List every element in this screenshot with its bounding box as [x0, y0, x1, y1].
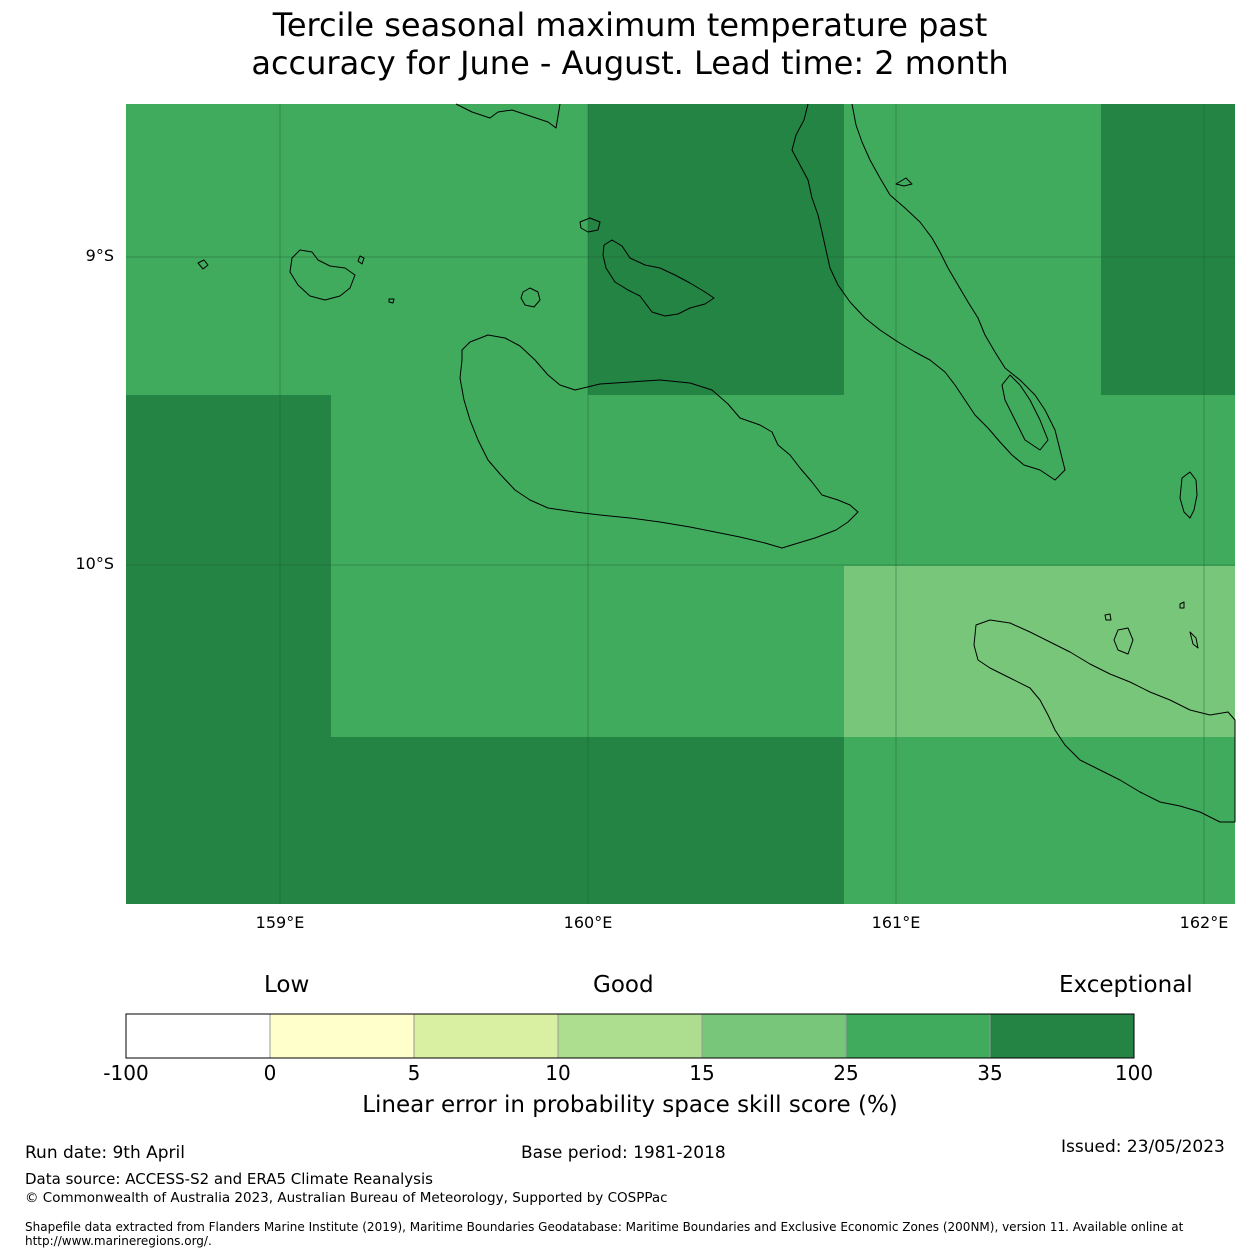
colorbar-segment	[701, 1013, 847, 1059]
lat-label-9s: 9°S	[85, 246, 114, 265]
colorbar-frame	[125, 1013, 1135, 1059]
colorbar-tick: 5	[407, 1061, 421, 1085]
coastline-ulawa	[1179, 471, 1198, 519]
coastline-guadalcanal	[459, 334, 859, 549]
shapefile-credit-line-1: Shapefile data extracted from Flanders M…	[25, 1220, 1184, 1234]
grid-cell	[126, 395, 331, 904]
lon-label-160e: 160°E	[563, 913, 613, 932]
data-source: Data source: ACCESS-S2 and ERA5 Climate …	[25, 1170, 433, 1188]
skill-grid	[126, 104, 1235, 904]
lon-label-159e: 159°E	[255, 913, 305, 932]
coastline-makira-islet	[1113, 627, 1134, 655]
colorbar-tick: 15	[689, 1061, 715, 1085]
coastline-russell	[289, 249, 356, 301]
coastline-nggela	[602, 239, 715, 317]
lat-label-10s: 10°S	[75, 554, 114, 573]
colorbar-segment	[557, 1013, 703, 1059]
colorbar-title: Linear error in probability space skill …	[362, 1092, 898, 1118]
colorbar-tick: 0	[263, 1061, 277, 1085]
shapefile-credit: Shapefile data extracted from Flanders M…	[25, 1220, 1225, 1248]
coastline-savo	[520, 287, 541, 308]
colorbar-tick: -100	[103, 1061, 149, 1085]
colorbar-label-low: Low	[264, 972, 310, 998]
colorbar-segment	[413, 1013, 559, 1059]
coastline-makira-islet-3	[1179, 601, 1185, 609]
colorbar-label-good: Good	[593, 972, 654, 998]
issued-date: Issued: 23/05/2023	[1061, 1137, 1225, 1157]
coastline-malaita-islet	[895, 177, 913, 187]
coastline-makira	[973, 619, 1236, 823]
colorbar-segment	[989, 1013, 1135, 1059]
grid-cell	[844, 737, 1235, 904]
shapefile-credit-line-2: http://www.marineregions.org/.	[25, 1234, 212, 1248]
run-date: Run date: 9th April	[25, 1143, 185, 1163]
colorbar-tick: 35	[977, 1061, 1003, 1085]
colorbar-label-exceptional: Exceptional	[1059, 972, 1193, 998]
colorbar-tick: 100	[1114, 1061, 1154, 1085]
graticule	[126, 104, 1235, 904]
grid-cell	[1101, 104, 1235, 395]
title-line-2: accuracy for June - August. Lead time: 2…	[251, 44, 1009, 82]
coastline-makira-islet-4	[1189, 631, 1199, 649]
colorbar-tick: 10	[545, 1061, 571, 1085]
grid-cell	[588, 104, 844, 395]
coastline-russell-islet	[197, 259, 209, 270]
colorbar	[125, 1013, 1135, 1059]
coastlines	[197, 103, 1236, 823]
colorbar-segment	[269, 1013, 415, 1059]
coastline-makira-islet-2	[1104, 613, 1112, 621]
lon-label-161e: 161°E	[871, 913, 921, 932]
grid-cell	[844, 566, 1235, 737]
coastline-russell-islet-3	[388, 298, 395, 304]
base-period: Base period: 1981-2018	[521, 1143, 726, 1163]
grid-cell	[126, 104, 588, 395]
grid-cell	[331, 395, 1235, 566]
title-line-1: Tercile seasonal maximum temperature pas…	[272, 6, 988, 44]
lon-label-162e: 162°E	[1179, 913, 1229, 932]
grid-cell	[331, 566, 844, 737]
coastline-nggela-north	[579, 217, 601, 233]
copyright: © Commonwealth of Australia 2023, Austra…	[25, 1190, 668, 1206]
coastline-malaita	[791, 103, 1066, 481]
coastline-russell-islet-2	[357, 255, 365, 265]
colorbar-segment	[845, 1013, 991, 1059]
coastline-malaita-small	[1001, 374, 1049, 451]
coastline-isabel	[455, 103, 561, 129]
grid-cell	[331, 737, 844, 904]
chart-title: Tercile seasonal maximum temperature pas…	[0, 6, 1260, 82]
colorbar-segment	[125, 1013, 271, 1059]
colorbar-tick: 25	[833, 1061, 859, 1085]
grid-cell	[844, 104, 1101, 395]
